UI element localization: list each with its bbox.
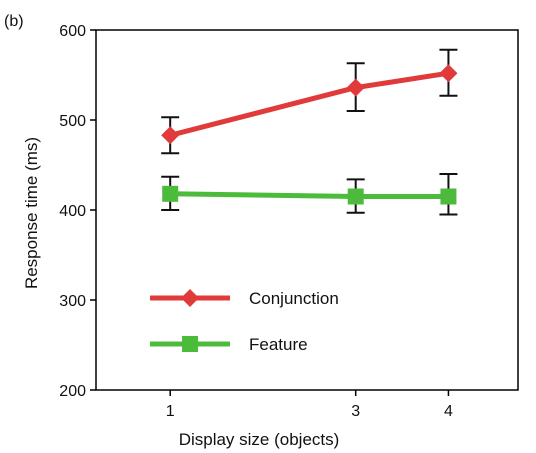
series-layer (161, 48, 458, 216)
data-point (347, 188, 364, 205)
data-point (162, 185, 179, 202)
y-tick-label: 200 (59, 383, 86, 400)
legend-label: Conjunction (249, 289, 339, 308)
legend-item: Feature (150, 335, 308, 354)
y-tick-label: 500 (59, 113, 86, 130)
legend-marker (181, 289, 199, 307)
x-tick-label: 4 (444, 403, 453, 420)
series-line (170, 191, 449, 199)
series-conjunction (161, 48, 458, 155)
legend-label: Feature (249, 335, 308, 354)
data-point (346, 78, 365, 97)
y-tick-label: 300 (59, 293, 86, 310)
y-tick-label: 600 (59, 23, 86, 40)
legend-marker (182, 336, 198, 352)
x-tick-label: 3 (351, 403, 360, 420)
data-point (440, 188, 457, 205)
panel-label: (b) (4, 13, 24, 30)
y-axis-label: Response time (ms) (22, 137, 41, 289)
data-point (161, 126, 180, 145)
series-feature (161, 173, 458, 216)
y-axis: 200 300 400 500 600 (59, 23, 96, 400)
x-axis-label: Display size (objects) (179, 430, 340, 449)
legend: Conjunction Feature (150, 289, 339, 354)
legend-item: Conjunction (150, 289, 339, 308)
y-tick-label: 400 (59, 203, 86, 220)
series-line (169, 70, 449, 138)
x-axis: 1 3 4 (166, 390, 453, 420)
data-point (439, 64, 458, 83)
x-tick-label: 1 (166, 403, 175, 420)
